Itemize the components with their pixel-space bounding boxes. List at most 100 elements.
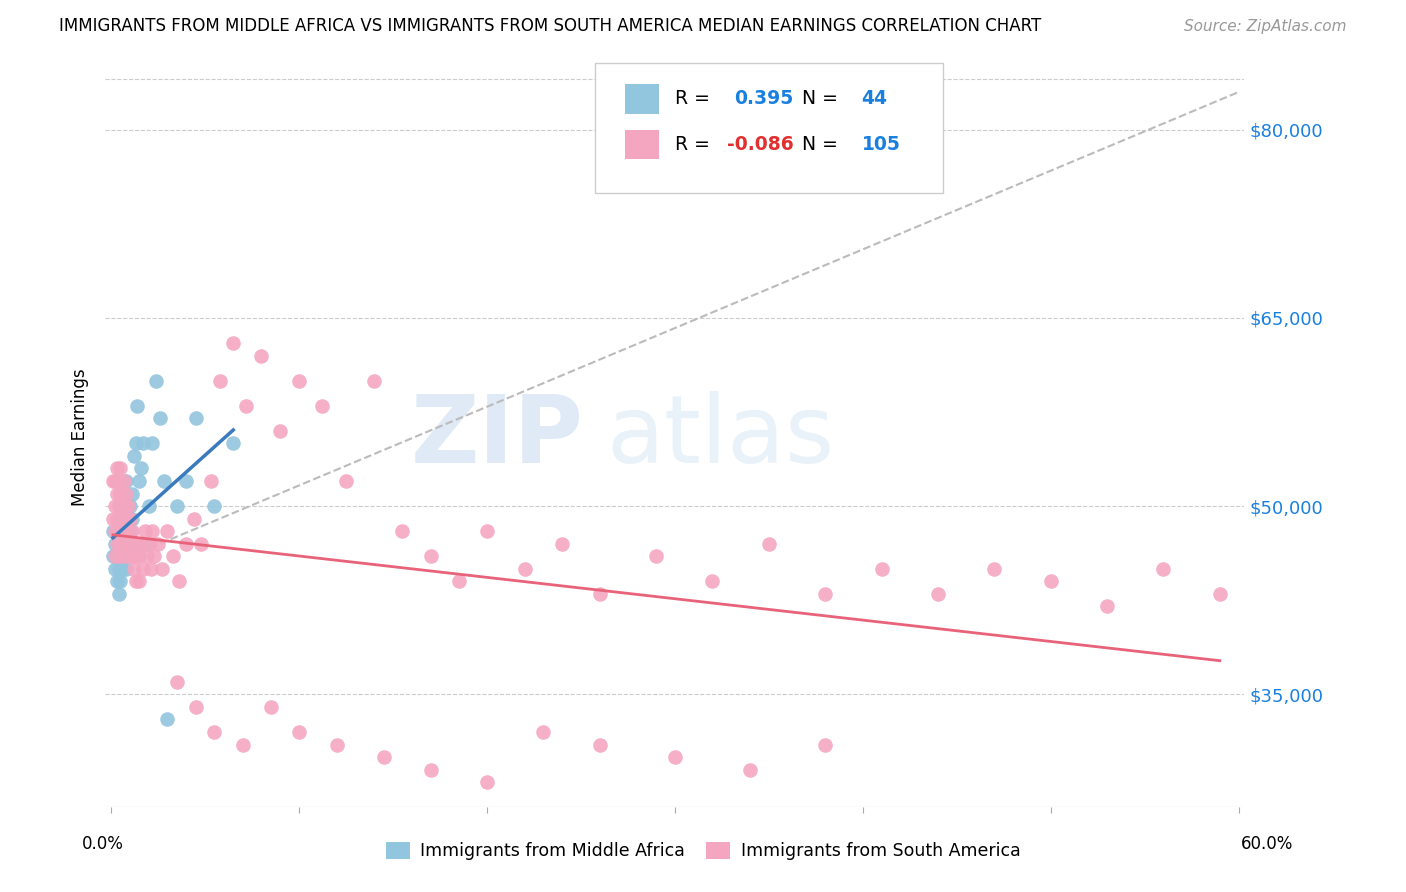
Point xyxy=(1153,562,1175,576)
Point xyxy=(551,537,574,551)
Point xyxy=(139,562,162,576)
Point xyxy=(112,549,135,564)
Point xyxy=(111,511,134,525)
Point xyxy=(419,763,441,777)
Point xyxy=(115,486,138,500)
Point xyxy=(115,474,138,488)
Point xyxy=(127,399,149,413)
Point xyxy=(117,499,139,513)
Point xyxy=(983,562,1005,576)
Point xyxy=(184,699,207,714)
Point xyxy=(118,499,141,513)
Point xyxy=(118,511,141,525)
Point xyxy=(209,374,232,388)
Point xyxy=(110,499,132,513)
Point xyxy=(122,449,145,463)
Text: R =: R = xyxy=(675,135,716,154)
Point xyxy=(122,537,145,551)
Point xyxy=(184,411,207,425)
Point xyxy=(156,713,179,727)
Text: IMMIGRANTS FROM MIDDLE AFRICA VS IMMIGRANTS FROM SOUTH AMERICA MEDIAN EARNINGS C: IMMIGRANTS FROM MIDDLE AFRICA VS IMMIGRA… xyxy=(59,17,1042,35)
Point xyxy=(124,574,146,589)
Point xyxy=(111,537,134,551)
Point xyxy=(104,562,127,576)
Point xyxy=(112,474,135,488)
Point xyxy=(129,461,152,475)
Point xyxy=(121,486,143,500)
Point xyxy=(152,474,174,488)
Point xyxy=(204,725,226,739)
Point xyxy=(531,725,554,739)
Point xyxy=(117,537,139,551)
Point xyxy=(110,524,132,539)
Point xyxy=(447,574,470,589)
Point xyxy=(104,537,127,551)
Point xyxy=(112,524,135,539)
Point xyxy=(814,587,837,601)
Point xyxy=(166,499,188,513)
Point xyxy=(111,486,134,500)
Point xyxy=(149,411,172,425)
Point xyxy=(150,562,173,576)
Point xyxy=(134,524,156,539)
Point xyxy=(101,474,124,488)
Point xyxy=(589,587,612,601)
Point xyxy=(110,524,132,539)
Bar xyxy=(624,84,659,113)
Point xyxy=(105,486,128,500)
Point xyxy=(335,474,357,488)
Point xyxy=(232,738,254,752)
Text: R =: R = xyxy=(675,89,716,108)
Point xyxy=(122,562,145,576)
Point xyxy=(1095,599,1118,614)
Point xyxy=(107,499,129,513)
Text: 0.395: 0.395 xyxy=(734,89,793,108)
Point xyxy=(115,562,138,576)
Point xyxy=(110,461,132,475)
Point xyxy=(105,537,128,551)
Point xyxy=(111,562,134,576)
Text: N =: N = xyxy=(803,89,845,108)
Point xyxy=(118,537,141,551)
Text: N =: N = xyxy=(803,135,845,154)
Point xyxy=(141,524,163,539)
Point xyxy=(110,499,132,513)
Point xyxy=(166,674,188,689)
Point xyxy=(110,574,132,589)
Point xyxy=(250,349,273,363)
Point xyxy=(105,549,128,564)
Point xyxy=(105,574,128,589)
Point xyxy=(110,486,132,500)
Point xyxy=(702,574,724,589)
Point xyxy=(190,537,212,551)
Point xyxy=(738,763,761,777)
Point xyxy=(104,524,127,539)
Point xyxy=(101,524,124,539)
Point xyxy=(128,574,150,589)
Point xyxy=(373,750,395,764)
Point xyxy=(222,335,245,350)
Point xyxy=(156,524,179,539)
Text: -0.086: -0.086 xyxy=(727,135,794,154)
Point xyxy=(269,424,291,438)
Point xyxy=(101,549,124,564)
Point xyxy=(204,499,226,513)
Point xyxy=(104,549,127,564)
Point xyxy=(288,374,311,388)
Point xyxy=(222,436,245,450)
Point xyxy=(128,549,150,564)
Point xyxy=(475,775,498,789)
Point xyxy=(475,524,498,539)
Point xyxy=(128,474,150,488)
Point xyxy=(174,537,197,551)
Point xyxy=(311,399,333,413)
Point xyxy=(107,537,129,551)
Point xyxy=(200,474,222,488)
Text: atlas: atlas xyxy=(606,391,835,483)
Point xyxy=(134,537,156,551)
Point xyxy=(260,699,283,714)
Point xyxy=(112,524,135,539)
Point xyxy=(121,549,143,564)
Point xyxy=(132,436,155,450)
Point xyxy=(664,750,686,764)
